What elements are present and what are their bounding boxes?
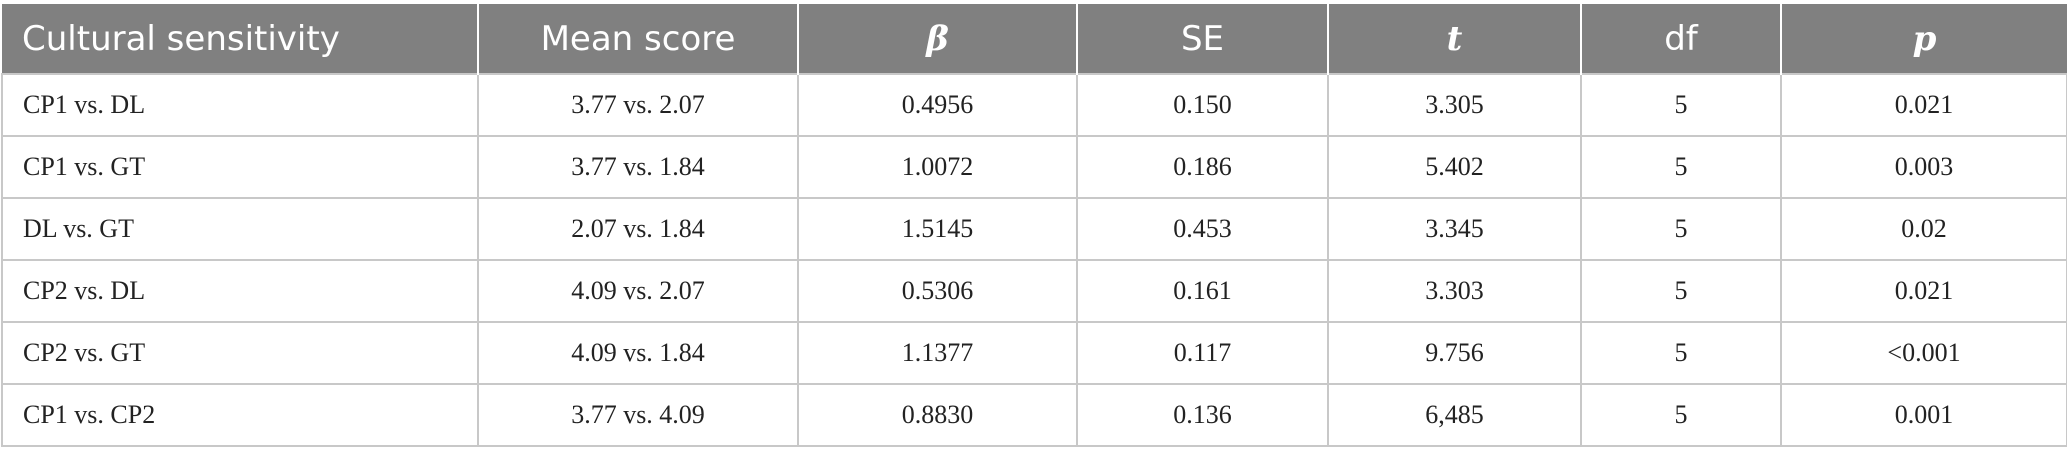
cell-p: <0.001 xyxy=(1780,321,2067,385)
table-row: CP1 vs. GT 3.77 vs. 1.84 1.0072 0.186 5.… xyxy=(1,135,2067,199)
header-se: SE xyxy=(1077,4,1329,74)
cell-p: 0.003 xyxy=(1780,135,2067,199)
table-row: CP2 vs. GT 4.09 vs. 1.84 1.1377 0.117 9.… xyxy=(1,321,2067,385)
header-mean-score: Mean score xyxy=(478,4,799,74)
cell-beta: 0.5306 xyxy=(797,259,1078,323)
cell-mean-score: 4.09 vs. 2.07 xyxy=(477,259,799,323)
cell-t: 5.402 xyxy=(1327,135,1582,199)
cell-t: 3.303 xyxy=(1327,259,1582,323)
cell-beta: 1.0072 xyxy=(797,135,1078,199)
table-header: Cultural sensitivity Mean score β SE t d… xyxy=(2,4,2067,74)
cell-se: 0.150 xyxy=(1076,73,1329,137)
cell-se: 0.161 xyxy=(1076,259,1329,323)
cell-beta: 0.4956 xyxy=(797,73,1078,137)
header-t: t xyxy=(1328,4,1582,74)
cell-p: 0.021 xyxy=(1780,259,2067,323)
cell-comparison: CP2 vs. DL xyxy=(1,259,479,323)
cell-p: 0.02 xyxy=(1780,197,2067,261)
cell-se: 0.186 xyxy=(1076,135,1329,199)
cell-t: 3.305 xyxy=(1327,73,1582,137)
cell-se: 0.453 xyxy=(1076,197,1329,261)
cell-beta: 1.5145 xyxy=(797,197,1078,261)
results-table-container: Cultural sensitivity Mean score β SE t d… xyxy=(0,4,2067,447)
cell-comparison: DL vs. GT xyxy=(1,197,479,261)
cell-p: 0.001 xyxy=(1780,383,2067,447)
cell-se: 0.117 xyxy=(1076,321,1329,385)
cell-comparison: CP2 vs. GT xyxy=(1,321,479,385)
cell-mean-score: 3.77 vs. 4.09 xyxy=(477,383,799,447)
cell-mean-score: 2.07 vs. 1.84 xyxy=(477,197,799,261)
cell-df: 5 xyxy=(1580,135,1782,199)
cell-comparison: CP1 vs. DL xyxy=(1,73,479,137)
results-table: Cultural sensitivity Mean score β SE t d… xyxy=(1,4,2067,447)
cell-comparison: CP1 vs. GT xyxy=(1,135,479,199)
table-body: CP1 vs. DL 3.77 vs. 2.07 0.4956 0.150 3.… xyxy=(1,73,2067,447)
cell-df: 5 xyxy=(1580,73,1782,137)
header-beta: β xyxy=(798,4,1078,74)
header-df: df xyxy=(1581,4,1782,74)
table-row: CP2 vs. DL 4.09 vs. 2.07 0.5306 0.161 3.… xyxy=(1,259,2067,323)
cell-se: 0.136 xyxy=(1076,383,1329,447)
cell-beta: 1.1377 xyxy=(797,321,1078,385)
cell-mean-score: 3.77 vs. 1.84 xyxy=(477,135,799,199)
cell-p: 0.021 xyxy=(1780,73,2067,137)
cell-comparison: CP1 vs. CP2 xyxy=(1,383,479,447)
table-row: CP1 vs. DL 3.77 vs. 2.07 0.4956 0.150 3.… xyxy=(1,73,2067,137)
header-cultural-sensitivity: Cultural sensitivity xyxy=(2,4,479,74)
cell-t: 6,485 xyxy=(1327,383,1582,447)
header-p: p xyxy=(1781,4,2067,74)
cell-mean-score: 3.77 vs. 2.07 xyxy=(477,73,799,137)
cell-df: 5 xyxy=(1580,383,1782,447)
cell-df: 5 xyxy=(1580,321,1782,385)
table-row: DL vs. GT 2.07 vs. 1.84 1.5145 0.453 3.3… xyxy=(1,197,2067,261)
cell-mean-score: 4.09 vs. 1.84 xyxy=(477,321,799,385)
cell-df: 5 xyxy=(1580,259,1782,323)
cell-beta: 0.8830 xyxy=(797,383,1078,447)
cell-t: 3.345 xyxy=(1327,197,1582,261)
table-row: CP1 vs. CP2 3.77 vs. 4.09 0.8830 0.136 6… xyxy=(1,383,2067,447)
cell-df: 5 xyxy=(1580,197,1782,261)
cell-t: 9.756 xyxy=(1327,321,1582,385)
header-row: Cultural sensitivity Mean score β SE t d… xyxy=(2,4,2067,74)
